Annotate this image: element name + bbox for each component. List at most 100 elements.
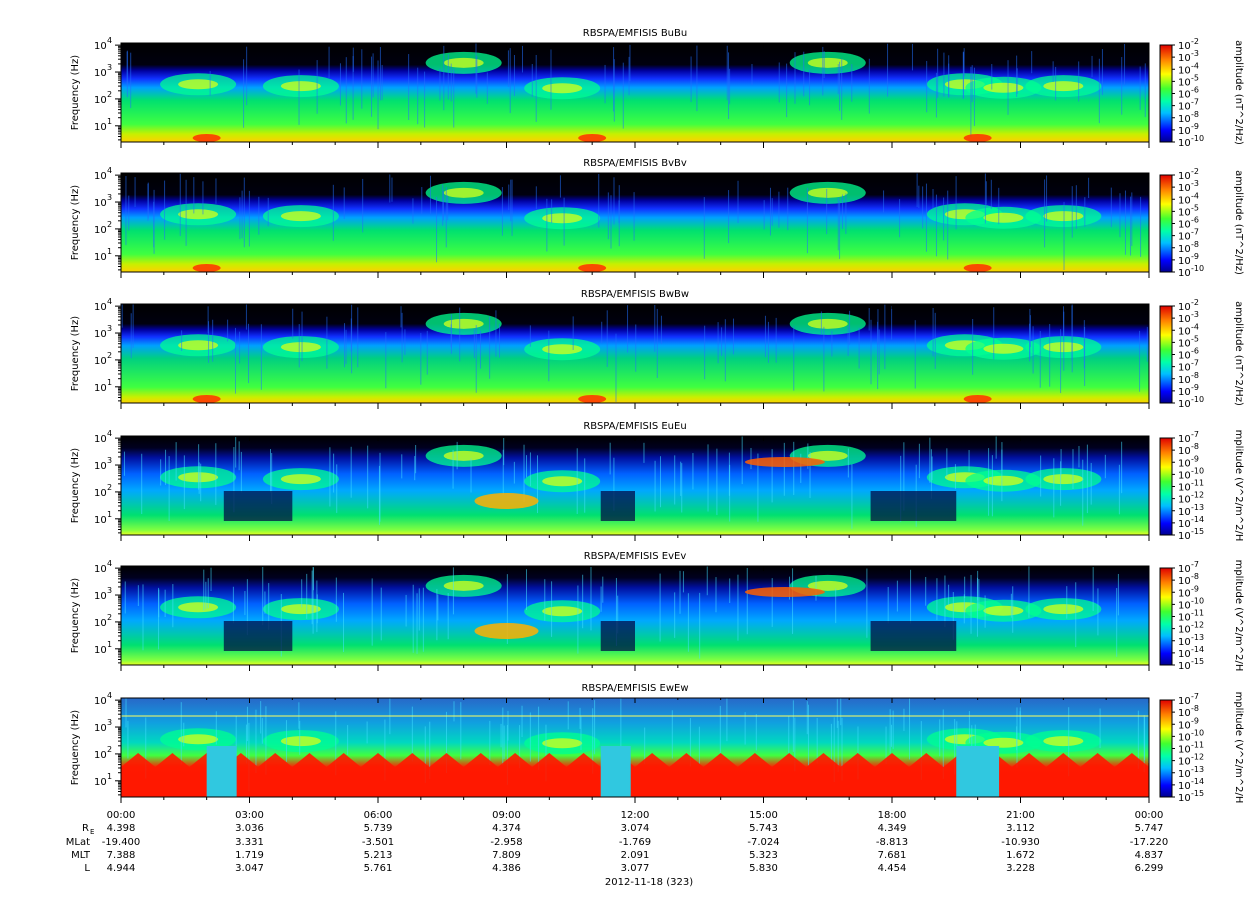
streak (899, 199, 901, 238)
hot-spot (192, 395, 221, 403)
streak (618, 185, 620, 247)
y-tick-exponent: 2 (107, 613, 112, 622)
dark-gap (600, 621, 635, 651)
colorbar-tick-base: 10 (1178, 90, 1191, 101)
streak (622, 62, 624, 129)
streak (480, 330, 482, 369)
streak (659, 456, 661, 508)
colorbar-tick-exponent: -6 (1191, 86, 1199, 95)
date-label: 2012-11-18 (323) (605, 877, 693, 888)
streak (1068, 707, 1070, 777)
streak (260, 701, 262, 734)
y-axis-label: Frequency (Hz) (70, 448, 81, 524)
streak (939, 719, 941, 757)
streak (1098, 58, 1100, 124)
emission-core (178, 79, 219, 90)
streak (1117, 573, 1119, 616)
streak (1130, 196, 1132, 256)
y-tick-base: 10 (94, 461, 107, 472)
streak (244, 591, 246, 616)
colorbar-tick-exponent: -8 (1191, 572, 1199, 581)
streak (421, 187, 423, 214)
streak (1121, 57, 1123, 115)
streak (1146, 326, 1148, 362)
streak (771, 198, 773, 226)
colorbar-tick-base: 10 (1178, 793, 1191, 804)
streak (384, 719, 386, 781)
streak (442, 184, 444, 226)
streak (301, 311, 303, 362)
streak (264, 591, 266, 614)
streak (918, 185, 920, 208)
y-tick-base: 10 (94, 252, 107, 263)
colorbar-tick-exponent: -14 (1191, 777, 1204, 786)
streak (147, 182, 149, 219)
hot-spot (578, 134, 607, 142)
y-axis-label: Frequency (Hz) (70, 55, 81, 131)
streak (125, 176, 127, 246)
colorbar-tick-exponent: -13 (1191, 765, 1204, 774)
streak (1010, 593, 1012, 618)
streak (1028, 566, 1030, 618)
colorbar-tick-exponent: -7 (1191, 228, 1199, 237)
streak (1124, 43, 1126, 85)
streak (849, 310, 851, 345)
ephemeris-value-mlt: 5.323 (749, 850, 778, 861)
streak (815, 575, 817, 601)
streak (130, 313, 132, 359)
y-tick-base: 10 (94, 225, 107, 236)
streak (1084, 197, 1086, 227)
emission-core (178, 209, 219, 220)
colorbar-tick-exponent: -7 (1191, 692, 1199, 701)
streak (137, 585, 139, 606)
streak (607, 192, 609, 240)
colorbar-tick-exponent: -15 (1191, 527, 1204, 536)
streak (510, 179, 512, 222)
streak (925, 576, 927, 606)
y-tick-exponent: 3 (107, 63, 112, 72)
streak (620, 698, 622, 755)
streak (271, 453, 273, 505)
streak (1060, 329, 1062, 394)
spectrogram-area (121, 173, 1149, 272)
streak (371, 56, 373, 117)
streak (507, 50, 509, 87)
time-tick-label: 15:00 (749, 810, 778, 821)
streak (347, 725, 349, 755)
panel-title: RBSPA/EMFISIS EwEw (581, 683, 688, 694)
streak (903, 442, 905, 511)
y-tick-base: 10 (94, 723, 107, 734)
colorbar-tick-base: 10 (1178, 351, 1191, 362)
colorbar-tick-base: 10 (1178, 613, 1191, 624)
streak (629, 44, 631, 82)
streak (248, 323, 250, 384)
streak (887, 587, 889, 624)
panel-title: RBSPA/EMFISIS EvEv (584, 551, 687, 562)
emission-core (983, 475, 1024, 486)
ephemeris-value-mlat: 3.331 (235, 837, 264, 848)
colorbar-tick-exponent: -4 (1191, 61, 1199, 70)
streak (246, 579, 248, 636)
streak (145, 717, 147, 779)
streak (1046, 175, 1048, 222)
streak (689, 718, 691, 767)
streak (285, 720, 287, 762)
emission-core (280, 604, 321, 615)
streak (333, 453, 335, 493)
y-axis-label: Frequency (Hz) (70, 710, 81, 786)
streak (726, 45, 728, 101)
ephemeris-value-mlt: 4.837 (1135, 850, 1164, 861)
ephemeris-value-mlt: 7.388 (107, 850, 136, 861)
emission-core (178, 340, 219, 351)
streak (866, 568, 868, 638)
ephemeris-value-mlt: 7.809 (492, 850, 521, 861)
streak (343, 187, 345, 219)
streak (613, 47, 615, 112)
y-tick-exponent: 1 (107, 772, 112, 781)
streak (495, 310, 497, 357)
emission-core (1043, 81, 1084, 92)
streak (696, 45, 698, 112)
colorbar-tick-exponent: -4 (1191, 322, 1199, 331)
streak (164, 180, 166, 240)
